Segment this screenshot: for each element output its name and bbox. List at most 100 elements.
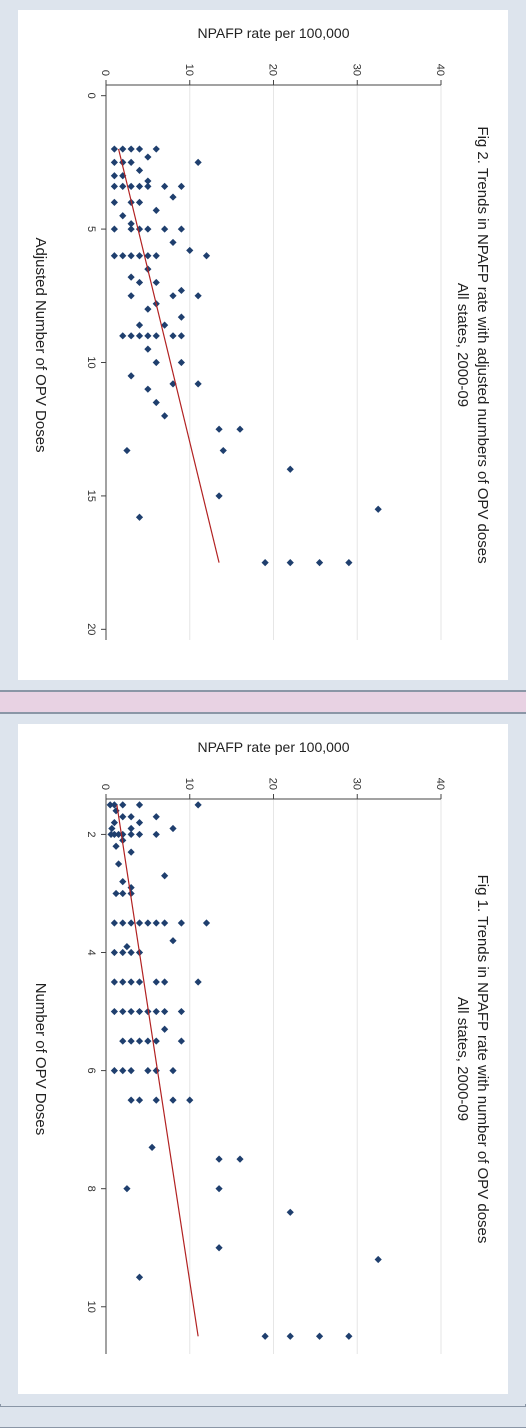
- panel-separator-strip: [0, 1406, 526, 1428]
- data-point: [315, 559, 324, 567]
- data-point: [119, 1066, 127, 1075]
- data-point: [135, 182, 144, 190]
- data-point: [110, 172, 118, 180]
- data-point: [169, 1066, 177, 1075]
- y-tick-label: 10: [183, 64, 195, 76]
- data-point: [202, 252, 211, 260]
- data-point: [127, 292, 135, 300]
- data-point: [215, 1185, 223, 1193]
- data-point: [127, 978, 135, 986]
- data-point: [127, 372, 135, 380]
- data-point: [152, 332, 160, 340]
- x-tick-label: 15: [85, 490, 97, 502]
- data-point: [286, 1332, 294, 1340]
- data-point: [135, 198, 144, 207]
- y-tick-label: 20: [267, 778, 279, 790]
- data-point: [119, 1007, 127, 1016]
- data-point: [110, 225, 118, 233]
- fig1-chart-frame: [18, 724, 508, 1394]
- data-point: [169, 292, 177, 300]
- data-point: [127, 1066, 135, 1075]
- data-point: [215, 1244, 223, 1252]
- data-point: [119, 813, 127, 821]
- data-point: [177, 286, 185, 295]
- data-point: [177, 332, 185, 340]
- x-tick-label: 4: [85, 949, 97, 955]
- data-point: [119, 252, 127, 260]
- x-axis-label: Adjusted Number of OPV Doses: [32, 237, 49, 452]
- data-point: [135, 145, 144, 153]
- data-point: [345, 559, 353, 567]
- data-point: [345, 1332, 353, 1340]
- data-point: [127, 158, 135, 166]
- y-tick-label: 40: [434, 64, 446, 76]
- data-point: [135, 830, 144, 839]
- data-point: [135, 321, 144, 329]
- y-tick-label: 30: [350, 64, 362, 76]
- chart-subtitle: All states, 2000-09: [454, 997, 471, 1121]
- data-point: [119, 212, 127, 220]
- data-point: [144, 305, 152, 313]
- data-point: [119, 145, 127, 153]
- data-point: [110, 252, 118, 260]
- data-point: [135, 978, 144, 986]
- data-point: [152, 145, 160, 153]
- y-tick-label: 0: [99, 70, 111, 76]
- y-axis-label: NPAFP rate per 100,000: [197, 739, 349, 755]
- data-point: [177, 313, 185, 321]
- data-point: [161, 872, 169, 880]
- data-point: [144, 225, 152, 233]
- chart-title: Fig 1. Trends in NPAFP rate with number …: [474, 875, 491, 1244]
- data-point: [135, 1273, 144, 1281]
- data-point: [161, 1007, 169, 1016]
- data-point: [315, 1332, 324, 1340]
- fig2-plot-area: 0 10 20 30 40 0 5 10 15 20 NPAFP rate per 100,000: [85, 25, 446, 640]
- data-point: [110, 145, 118, 153]
- fig1-chart: Fig 1. Trends in NPAFP rate with number …: [0, 714, 526, 1404]
- data-point: [152, 278, 160, 287]
- data-point: [152, 358, 160, 367]
- x-tick-label: 5: [85, 226, 97, 232]
- fig2-rotated-chart: Fig 2. Trends in NPAFP rate with adjuste…: [0, 0, 526, 690]
- data-point: [152, 206, 160, 215]
- fig1-rotated-chart: Fig 1. Trends in NPAFP rate with number …: [0, 714, 526, 1404]
- panel-separator-strip: [0, 691, 526, 713]
- data-point: [110, 978, 118, 986]
- data-point: [177, 182, 185, 190]
- data-point: [161, 1025, 169, 1033]
- data-point: [110, 819, 118, 827]
- data-point: [135, 252, 144, 260]
- x-tick-label: 6: [85, 1068, 97, 1074]
- data-point: [152, 830, 160, 839]
- y-tick-label: 20: [267, 64, 279, 76]
- data-point: [144, 332, 152, 340]
- data-point: [374, 1255, 382, 1264]
- x-tick-label: 0: [85, 93, 97, 99]
- data-point: [215, 425, 223, 433]
- data-point: [236, 425, 244, 433]
- data-point: [219, 446, 227, 455]
- data-point: [127, 273, 135, 281]
- data-point: [236, 1155, 244, 1163]
- data-point: [286, 465, 294, 473]
- data-point: [110, 158, 118, 166]
- data-point: [127, 889, 135, 898]
- data-point: [194, 380, 202, 388]
- data-point: [127, 1007, 135, 1016]
- data-point: [177, 1007, 185, 1016]
- data-point: [152, 252, 160, 260]
- data-point: [119, 182, 127, 190]
- data-point: [169, 1096, 177, 1104]
- data-point: [186, 246, 194, 255]
- data-point: [123, 1185, 131, 1193]
- data-point: [144, 345, 152, 353]
- data-point: [127, 225, 135, 233]
- data-point: [152, 978, 160, 986]
- data-point: [215, 492, 223, 500]
- data-point: [161, 182, 169, 190]
- data-point: [107, 830, 115, 839]
- x-tick-label: 10: [85, 356, 97, 368]
- data-point: [286, 559, 294, 567]
- data-point: [110, 198, 118, 207]
- data-point: [127, 813, 135, 821]
